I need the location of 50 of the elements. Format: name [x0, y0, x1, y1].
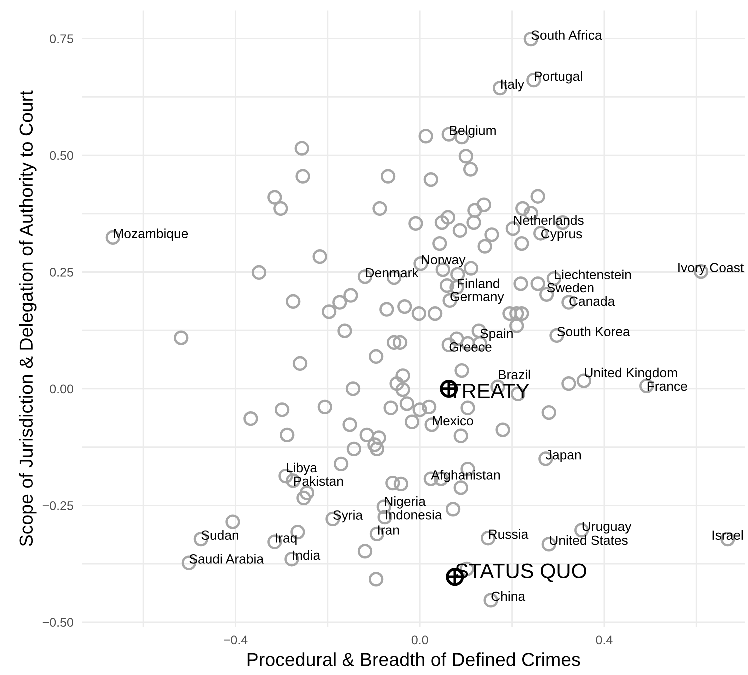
annotation: Greece: [450, 342, 492, 352]
annotation: Italy: [502, 79, 524, 92]
annotation: Netherlands: [514, 215, 584, 226]
x-axis-title: Procedural & Breadth of Defined Crimes: [248, 652, 580, 666]
annotation: China: [492, 592, 526, 602]
annotation: India: [293, 550, 321, 560]
x-tick-label: 0.4: [596, 636, 613, 645]
annotation: Afghanistan: [431, 470, 500, 482]
annotation: Cyprus: [542, 229, 582, 242]
annotation: Sudan: [202, 530, 238, 540]
annotation: Portugal: [535, 71, 582, 84]
x-tick-label: −0.4: [224, 636, 248, 645]
annotation: Liechtenstein: [555, 270, 632, 280]
annotation: Iran: [378, 526, 400, 535]
y-tick-label: 0.50: [50, 151, 74, 160]
y-tick-label: 0.25: [50, 268, 74, 277]
annotation: Finland: [458, 278, 500, 288]
annotation: Israel: [712, 530, 744, 540]
annotation: Japan: [546, 450, 582, 462]
annotation: United States: [550, 536, 628, 546]
y-tick-label: −0.25: [42, 501, 74, 510]
annotation: Ivory Coast: [678, 263, 744, 276]
annotation: Pakistan: [294, 476, 344, 486]
y-tick-label: 0.75: [50, 34, 74, 44]
annotation: South Korea: [558, 326, 630, 337]
annotation: Germany: [450, 292, 504, 304]
annotation: Canada: [570, 296, 616, 306]
y-axis-title: Scope of Jurisdiction & Delegation of Authority to Court: [19, 90, 37, 546]
y-tick-label: 0.00: [50, 384, 74, 394]
annotation: Indonesia: [386, 510, 442, 520]
annotation: Denmark: [366, 268, 419, 278]
y-tick-label: −0.50: [42, 618, 74, 628]
annotation: France: [648, 382, 688, 392]
annotation: Spain: [480, 328, 513, 342]
annotation: Norway: [422, 255, 466, 268]
annotation: Libya: [287, 462, 318, 476]
annotation: United Kingdom: [585, 368, 678, 380]
annotation: Syria: [334, 510, 364, 523]
annotation: Brazil: [499, 370, 530, 380]
annotation: Russia: [489, 529, 529, 540]
annotation: Belgium: [450, 126, 496, 138]
annotation: Sweden: [547, 282, 594, 293]
annotation: South Africa: [532, 30, 602, 40]
annotation: Mexico: [433, 416, 474, 426]
x-tick-label: 0.0: [412, 636, 428, 645]
annotation: Uruguay: [582, 522, 632, 534]
annotation: Saudi Arabia: [190, 554, 264, 564]
annotation: Iraq: [276, 534, 297, 546]
annotation: Mozambique: [114, 228, 188, 242]
annotation: Nigeria: [385, 496, 426, 509]
